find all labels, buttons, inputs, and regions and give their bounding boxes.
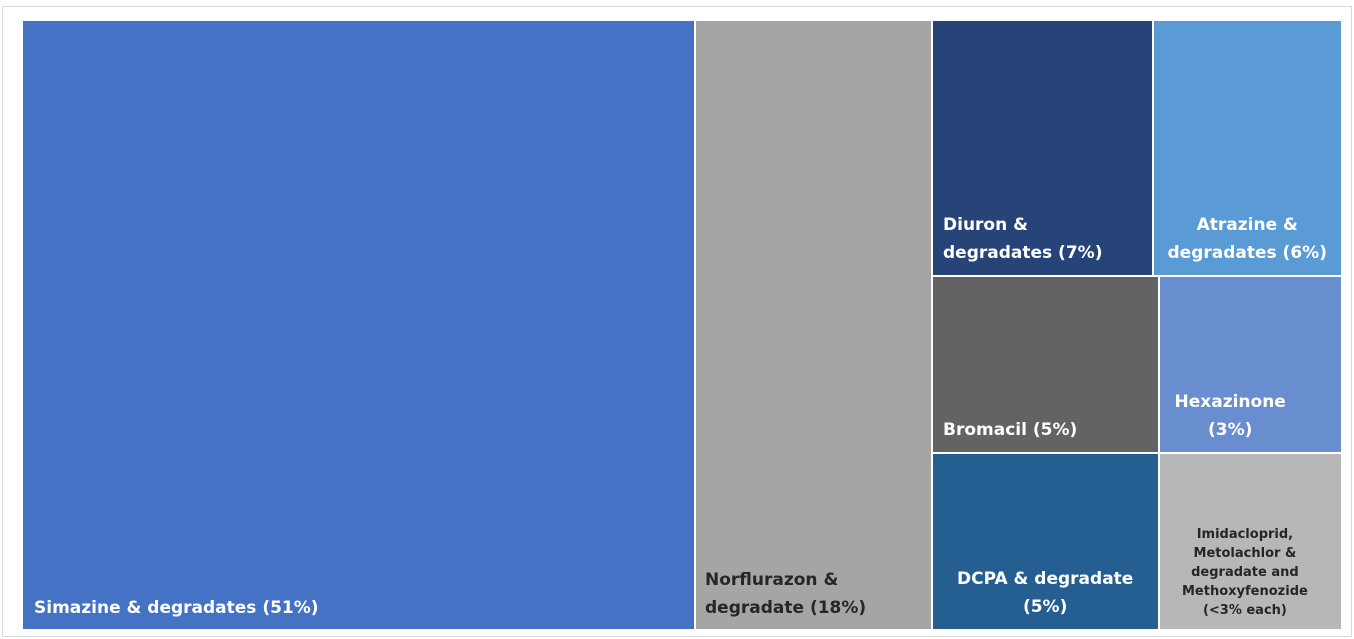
treemap-tile-diuron-degradates bbox=[932, 20, 1153, 276]
treemap-tile-simazine-degradates bbox=[22, 20, 695, 630]
treemap-tile-dcpa-degradate bbox=[932, 453, 1159, 630]
treemap-label-line: Atrazine & bbox=[1196, 215, 1298, 235]
treemap-label-hexazinone: Hexazinone (3%) bbox=[1175, 388, 1286, 444]
treemap-label-line: Methoxyfenozide bbox=[1182, 584, 1308, 599]
treemap-label-line: Metolachlor & bbox=[1193, 546, 1297, 561]
treemap-tile-hexazinone bbox=[1159, 276, 1342, 453]
treemap-tile-atrazine-degradates bbox=[1153, 20, 1342, 276]
treemap-label-line: degradates (6%) bbox=[1167, 243, 1327, 263]
treemap-label-line: Hexazinone bbox=[1174, 392, 1286, 412]
treemap-label-line: Diuron & bbox=[943, 215, 1028, 235]
treemap-label-bromacil: Bromacil (5%) bbox=[943, 416, 1077, 444]
treemap-label-line: (5%) bbox=[1022, 597, 1068, 617]
treemap-tile-norflurazon-degradate bbox=[695, 20, 932, 630]
treemap-label-line: degradate (18%) bbox=[705, 598, 867, 618]
treemap-label-line: (<3% each) bbox=[1202, 603, 1287, 618]
treemap-label-line: degradate and bbox=[1191, 565, 1299, 580]
treemap-label-line: Simazine & degradates (51%) bbox=[34, 598, 319, 618]
treemap-label-diuron-degradates: Diuron & degradates (7%) bbox=[943, 211, 1102, 267]
treemap-label-line: (3%) bbox=[1207, 420, 1253, 440]
treemap-tile-imidacloprid-metolachlor-degradate-and-methoxyfenozide bbox=[1159, 453, 1342, 630]
treemap-label-line: DCPA & degradate bbox=[957, 569, 1134, 589]
treemap-label-line: Imidacloprid, bbox=[1196, 527, 1294, 542]
treemap-label-imidacloprid-metolachlor-degradate-and-methoxyfenozide: Imidacloprid, Metolachlor & degradate and M… bbox=[1182, 525, 1308, 620]
treemap-label-norflurazon-degradate: Norflurazon & degradate (18%) bbox=[705, 566, 866, 622]
treemap-label-simazine-degradates: Simazine & degradates (51%) bbox=[34, 594, 319, 622]
treemap-label-atrazine-degradates: Atrazine & degradates (6%) bbox=[1168, 211, 1327, 267]
treemap-label-line: Bromacil (5%) bbox=[943, 420, 1078, 440]
treemap-label-line: Norflurazon & bbox=[705, 570, 839, 590]
treemap-tile-bromacil bbox=[932, 276, 1159, 453]
treemap-label-line: degradates (7%) bbox=[943, 243, 1103, 263]
treemap-label-dcpa-degradate: DCPA & degradate (5%) bbox=[957, 565, 1133, 621]
